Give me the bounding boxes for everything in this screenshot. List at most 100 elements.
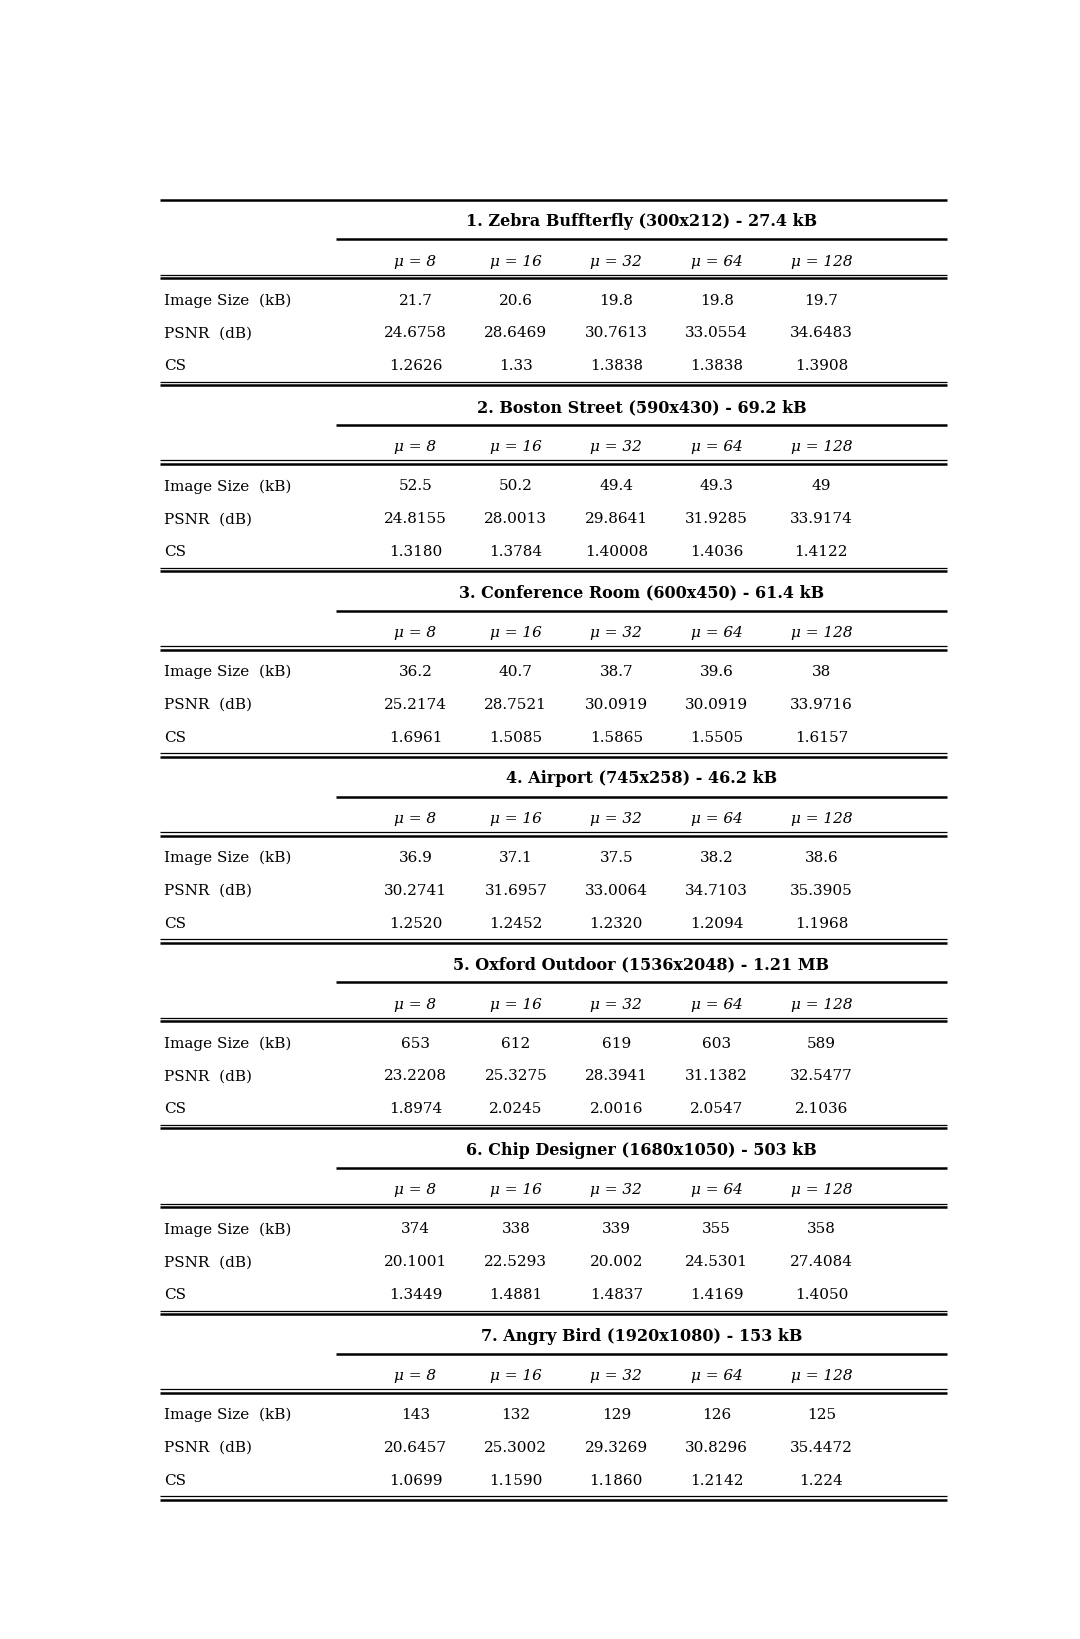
Text: 30.0919: 30.0919 [685, 698, 748, 711]
Text: 619: 619 [602, 1036, 631, 1051]
Text: 129: 129 [602, 1408, 631, 1421]
Text: 20.002: 20.002 [590, 1254, 643, 1269]
Text: 1.3784: 1.3784 [489, 544, 542, 559]
Text: 1.224: 1.224 [799, 1473, 843, 1487]
Text: 22.5293: 22.5293 [484, 1254, 548, 1269]
Text: 38.6: 38.6 [805, 851, 838, 864]
Text: 36.2: 36.2 [399, 665, 432, 679]
Text: 2.1036: 2.1036 [795, 1101, 848, 1116]
Text: μ = 64: μ = 64 [691, 997, 743, 1011]
Text: 1.3838: 1.3838 [590, 359, 643, 374]
Text: 653: 653 [401, 1036, 430, 1051]
Text: 1.2094: 1.2094 [690, 916, 743, 929]
Text: PSNR  (dB): PSNR (dB) [164, 1069, 253, 1083]
Text: Image Size  (kB): Image Size (kB) [164, 851, 292, 864]
Text: μ = 8: μ = 8 [394, 1183, 436, 1196]
Text: 1.4169: 1.4169 [690, 1287, 743, 1301]
Text: μ = 64: μ = 64 [691, 254, 743, 269]
Text: Image Size  (kB): Image Size (kB) [164, 479, 292, 493]
Text: μ = 16: μ = 16 [490, 254, 542, 269]
Text: 24.6758: 24.6758 [384, 326, 447, 341]
Text: 49.3: 49.3 [700, 479, 733, 493]
Text: 20.1001: 20.1001 [383, 1254, 447, 1269]
Text: CS: CS [164, 1287, 186, 1301]
Text: 2. Boston Street (590x430) - 69.2 kB: 2. Boston Street (590x430) - 69.2 kB [476, 398, 806, 416]
Text: μ = 64: μ = 64 [691, 811, 743, 826]
Text: 1.3449: 1.3449 [389, 1287, 442, 1301]
Text: CS: CS [164, 916, 186, 929]
Text: PSNR  (dB): PSNR (dB) [164, 698, 253, 711]
Text: 24.5301: 24.5301 [685, 1254, 748, 1269]
Text: μ = 128: μ = 128 [791, 441, 852, 454]
Text: 143: 143 [401, 1408, 430, 1421]
Text: 30.0919: 30.0919 [584, 698, 648, 711]
Text: 589: 589 [807, 1036, 836, 1051]
Text: 2.0016: 2.0016 [590, 1101, 643, 1116]
Text: 34.7103: 34.7103 [686, 883, 748, 897]
Text: 40.7: 40.7 [499, 665, 532, 679]
Text: 37.1: 37.1 [499, 851, 532, 864]
Text: 1.2626: 1.2626 [389, 359, 442, 374]
Text: Image Size  (kB): Image Size (kB) [164, 293, 292, 308]
Text: μ = 8: μ = 8 [394, 626, 436, 639]
Text: μ = 64: μ = 64 [691, 1183, 743, 1196]
Text: 374: 374 [401, 1221, 430, 1236]
Text: 36.9: 36.9 [399, 851, 432, 864]
Text: 25.2174: 25.2174 [383, 698, 447, 711]
Text: 6. Chip Designer (1680x1050) - 503 kB: 6. Chip Designer (1680x1050) - 503 kB [465, 1141, 816, 1159]
Text: PSNR  (dB): PSNR (dB) [164, 326, 253, 341]
Text: 603: 603 [702, 1036, 731, 1051]
Text: 355: 355 [702, 1221, 731, 1236]
Text: 35.3905: 35.3905 [789, 883, 853, 897]
Text: 52.5: 52.5 [399, 479, 432, 493]
Text: μ = 16: μ = 16 [490, 1183, 542, 1196]
Text: 33.0064: 33.0064 [584, 883, 648, 897]
Text: 28.3941: 28.3941 [584, 1069, 648, 1083]
Text: 31.9285: 31.9285 [686, 511, 748, 526]
Text: μ = 8: μ = 8 [394, 1369, 436, 1382]
Text: PSNR  (dB): PSNR (dB) [164, 1254, 253, 1269]
Text: 30.2741: 30.2741 [383, 883, 447, 897]
Text: PSNR  (dB): PSNR (dB) [164, 511, 253, 526]
Text: μ = 128: μ = 128 [791, 254, 852, 269]
Text: μ = 32: μ = 32 [591, 626, 643, 639]
Text: Image Size  (kB): Image Size (kB) [164, 1408, 292, 1421]
Text: 1.3838: 1.3838 [690, 359, 743, 374]
Text: 30.8296: 30.8296 [685, 1441, 748, 1454]
Text: μ = 16: μ = 16 [490, 1369, 542, 1382]
Text: 23.2208: 23.2208 [383, 1069, 447, 1083]
Text: CS: CS [164, 731, 186, 744]
Text: CS: CS [164, 359, 186, 374]
Text: 126: 126 [702, 1408, 731, 1421]
Text: 19.8: 19.8 [700, 293, 733, 308]
Text: 28.0013: 28.0013 [484, 511, 548, 526]
Text: 1.2452: 1.2452 [489, 916, 542, 929]
Text: 1.33: 1.33 [499, 359, 532, 374]
Text: 37.5: 37.5 [599, 851, 633, 864]
Text: μ = 64: μ = 64 [691, 441, 743, 454]
Text: 38.2: 38.2 [700, 851, 733, 864]
Text: μ = 128: μ = 128 [791, 997, 852, 1011]
Text: μ = 32: μ = 32 [591, 254, 643, 269]
Text: Image Size  (kB): Image Size (kB) [164, 1036, 292, 1051]
Text: 32.5477: 32.5477 [789, 1069, 853, 1083]
Text: 1.1860: 1.1860 [590, 1473, 643, 1487]
Text: 28.6469: 28.6469 [484, 326, 548, 341]
Text: 1.4036: 1.4036 [690, 544, 743, 559]
Text: μ = 32: μ = 32 [591, 1369, 643, 1382]
Text: μ = 32: μ = 32 [591, 811, 643, 826]
Text: μ = 8: μ = 8 [394, 254, 436, 269]
Text: CS: CS [164, 1473, 186, 1487]
Text: 2.0245: 2.0245 [489, 1101, 542, 1116]
Text: CS: CS [164, 1101, 186, 1116]
Text: 30.7613: 30.7613 [585, 326, 648, 341]
Text: μ = 64: μ = 64 [691, 1369, 743, 1382]
Text: 20.6457: 20.6457 [383, 1441, 447, 1454]
Text: 25.3002: 25.3002 [484, 1441, 548, 1454]
Text: 25.3275: 25.3275 [485, 1069, 548, 1083]
Text: 34.6483: 34.6483 [789, 326, 853, 341]
Text: μ = 64: μ = 64 [691, 626, 743, 639]
Text: 339: 339 [602, 1221, 631, 1236]
Text: 1.5865: 1.5865 [590, 731, 643, 744]
Text: 49: 49 [811, 479, 832, 493]
